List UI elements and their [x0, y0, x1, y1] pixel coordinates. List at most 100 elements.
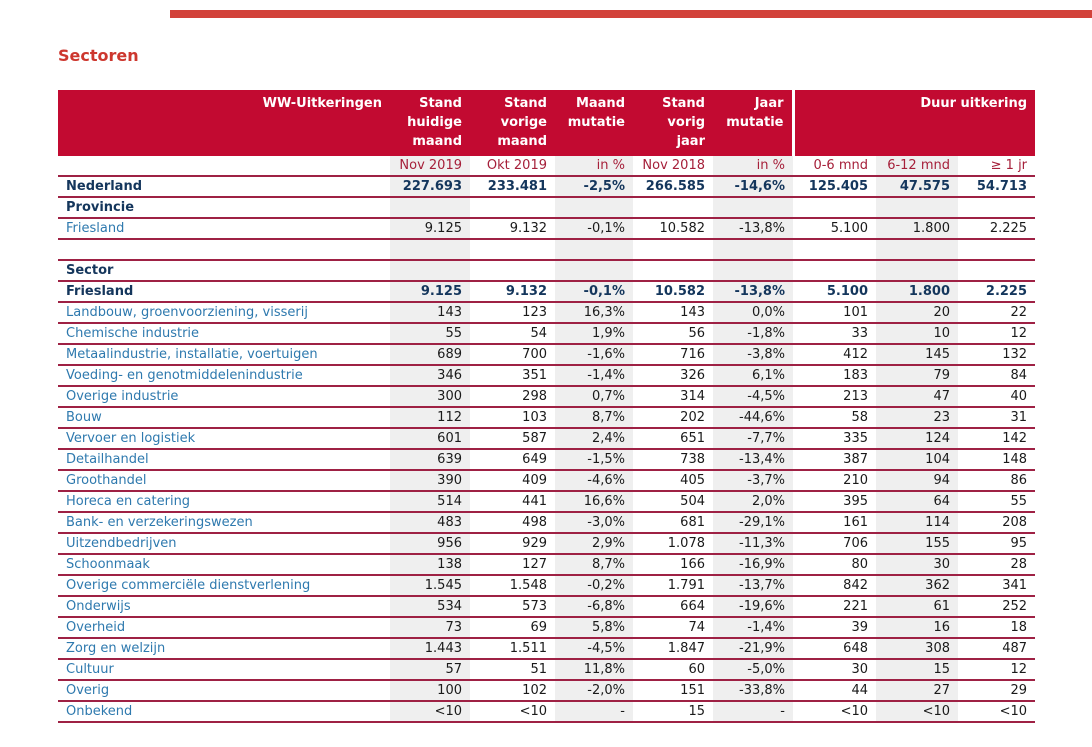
- value-cell: 221: [793, 596, 876, 618]
- value-cell: [633, 260, 713, 282]
- table-row: Nederland 227.693 233.481 -2,5% 266.585 -14,6…: [58, 176, 1036, 198]
- value-cell: 138: [390, 554, 470, 576]
- value-cell: 47: [876, 386, 958, 408]
- value-cell: 33: [793, 323, 876, 345]
- value-cell: 5.100: [793, 281, 876, 303]
- value-cell: 64: [876, 491, 958, 513]
- value-cell: 2.225: [958, 218, 1036, 240]
- value-cell: 100: [390, 680, 470, 702]
- table-row: Overige commerciële dienstverlening 1.545…: [58, 575, 1036, 597]
- value-cell: 233.481: [470, 176, 555, 198]
- value-cell: -2,0%: [555, 680, 633, 702]
- subheader-6-12-mnd: 6-12 mnd: [876, 156, 958, 177]
- value-cell: 101: [793, 302, 876, 324]
- value-cell: 10.582: [633, 281, 713, 303]
- subheader-nov-2018: Nov 2018: [633, 156, 713, 177]
- row-label-link[interactable]: Detailhandel: [58, 449, 390, 471]
- table-row: [58, 239, 1036, 261]
- value-cell: 1.847: [633, 638, 713, 660]
- value-cell: 341: [958, 575, 1036, 597]
- value-cell: 12: [958, 659, 1036, 681]
- value-cell: 123: [470, 302, 555, 324]
- row-label-link[interactable]: Groothandel: [58, 470, 390, 492]
- row-label-link[interactable]: Voeding- en genotmiddelenindustrie: [58, 365, 390, 387]
- table-row: Detailhandel 639 649 -1,5% 738 -13,4% 387 104 14…: [58, 449, 1036, 471]
- row-label-link[interactable]: Horeca en catering: [58, 491, 390, 513]
- value-cell: -13,4%: [713, 449, 793, 471]
- row-label-link[interactable]: Landbouw, groenvoorziening, visserij: [58, 302, 390, 324]
- row-label-link[interactable]: Overige commerciële dienstverlening: [58, 575, 390, 597]
- value-cell: -0,1%: [555, 281, 633, 303]
- value-cell: 47.575: [876, 176, 958, 198]
- value-cell: 2.225: [958, 281, 1036, 303]
- value-cell: 145: [876, 344, 958, 366]
- value-cell: 54.713: [958, 176, 1036, 198]
- table-row: Onderwijs 534 573 -6,8% 664 -19,6% 221 61 252: [58, 596, 1036, 618]
- table-row: Vervoer en logistiek 601 587 2,4% 651 -7,7% 33…: [58, 428, 1036, 450]
- row-label-link[interactable]: Overheid: [58, 617, 390, 639]
- row-label-link[interactable]: Uitzendbedrijven: [58, 533, 390, 555]
- col-header-jaar-mutatie: Jaar mutatie: [713, 90, 793, 156]
- value-cell: -3,8%: [713, 344, 793, 366]
- table-header-row: WW-Uitkeringen Stand huidige maand Stand…: [58, 90, 1036, 156]
- value-cell: 84: [958, 365, 1036, 387]
- value-cell: 351: [470, 365, 555, 387]
- ww-benefits-table: WW-Uitkeringen Stand huidige maand Stand…: [58, 90, 1036, 723]
- value-cell: [793, 260, 876, 282]
- value-cell: 23: [876, 407, 958, 429]
- value-cell: 102: [470, 680, 555, 702]
- value-cell: 514: [390, 491, 470, 513]
- value-cell: -3,7%: [713, 470, 793, 492]
- table-row: Sector: [58, 260, 1036, 282]
- value-cell: 441: [470, 491, 555, 513]
- value-cell: -1,4%: [713, 617, 793, 639]
- row-label-link[interactable]: Friesland: [58, 218, 390, 240]
- value-cell: <10: [876, 701, 958, 723]
- value-cell: 127: [470, 554, 555, 576]
- row-label-link[interactable]: Cultuur: [58, 659, 390, 681]
- value-cell: 29: [958, 680, 1036, 702]
- table-row: Overheid 73 69 5,8% 74 -1,4% 39 16 18: [58, 617, 1036, 639]
- value-cell: 412: [793, 344, 876, 366]
- row-label-link[interactable]: Metaalindustrie, installatie, voertuigen: [58, 344, 390, 366]
- value-cell: 44: [793, 680, 876, 702]
- value-cell: [470, 239, 555, 261]
- value-cell: 2,9%: [555, 533, 633, 555]
- row-label-link[interactable]: Schoonmaak: [58, 554, 390, 576]
- value-cell: [713, 260, 793, 282]
- table-row: Overige industrie 300 298 0,7% 314 -4,5% 213 47…: [58, 386, 1036, 408]
- value-cell: 125.405: [793, 176, 876, 198]
- table-row: Chemische industrie 55 54 1,9% 56 -1,8% 33 10 12: [58, 323, 1036, 345]
- value-cell: 61: [876, 596, 958, 618]
- row-label-link[interactable]: Bouw: [58, 407, 390, 429]
- row-label-link[interactable]: Onbekend: [58, 701, 390, 723]
- table-row: Cultuur 57 51 11,8% 60 -5,0% 30 15 12: [58, 659, 1036, 681]
- row-label-link[interactable]: Bank- en verzekeringswezen: [58, 512, 390, 534]
- table-row: Bank- en verzekeringswezen 483 498 -3,0% 681…: [58, 512, 1036, 534]
- row-label-link[interactable]: Vervoer en logistiek: [58, 428, 390, 450]
- row-label-link[interactable]: Chemische industrie: [58, 323, 390, 345]
- table-row: Overig 100 102 -2,0% 151 -33,8% 44 27 29: [58, 680, 1036, 702]
- table-body: Nederland 227.693 233.481 -2,5% 266.585 -14,6…: [58, 176, 1036, 723]
- col-header-maand-mutatie: Maand mutatie: [555, 90, 633, 156]
- value-cell: [470, 197, 555, 219]
- value-cell: 15: [876, 659, 958, 681]
- value-cell: 18: [958, 617, 1036, 639]
- value-cell: 79: [876, 365, 958, 387]
- value-cell: 700: [470, 344, 555, 366]
- value-cell: [555, 260, 633, 282]
- value-cell: -0,2%: [555, 575, 633, 597]
- value-cell: [555, 239, 633, 261]
- value-cell: 104: [876, 449, 958, 471]
- value-cell: [876, 260, 958, 282]
- value-cell: 11,8%: [555, 659, 633, 681]
- row-label-link[interactable]: Zorg en welzijn: [58, 638, 390, 660]
- table-row: Zorg en welzijn 1.443 1.511 -4,5% 1.847 -21,9…: [58, 638, 1036, 660]
- row-label-link[interactable]: Overig: [58, 680, 390, 702]
- value-cell: 483: [390, 512, 470, 534]
- row-label-link[interactable]: Onderwijs: [58, 596, 390, 618]
- value-cell: [470, 260, 555, 282]
- row-label-link[interactable]: Overige industrie: [58, 386, 390, 408]
- value-cell: 1,9%: [555, 323, 633, 345]
- value-cell: 314: [633, 386, 713, 408]
